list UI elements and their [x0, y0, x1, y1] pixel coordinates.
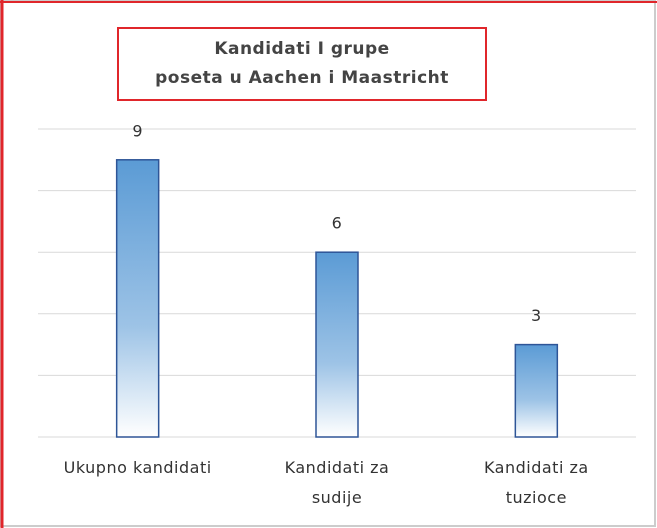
x-tick-label: Kandidati za tuzioce [484, 458, 589, 507]
chart-title: Kandidati I grupe [214, 39, 389, 59]
data-label: 6 [332, 214, 343, 233]
bar [514, 343, 559, 438]
title-box [117, 27, 487, 101]
x-tick-label: Kandidati za sudije [285, 458, 390, 507]
chart-title: poseta u Aachen i Maastricht [155, 68, 449, 88]
x-tick-label: Ukupno kandidati [64, 458, 212, 477]
data-label: 3 [531, 306, 542, 325]
bar [315, 251, 359, 438]
bar [115, 159, 160, 438]
data-label: 9 [132, 121, 143, 140]
